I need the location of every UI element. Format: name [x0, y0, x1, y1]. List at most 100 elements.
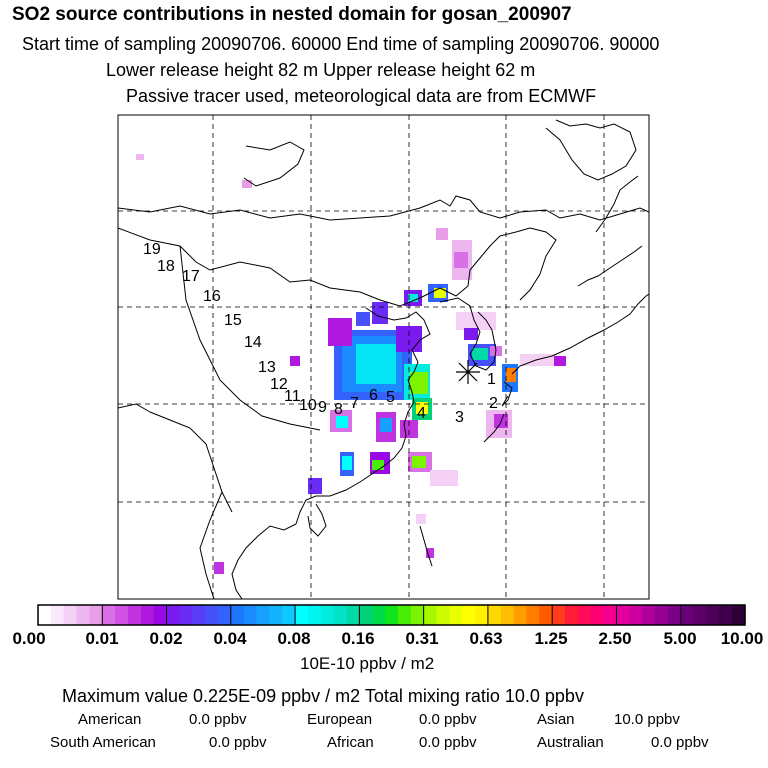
trajectory-label: 3	[455, 409, 464, 426]
colorbar-cell	[552, 605, 566, 625]
colorbar-cell	[642, 605, 656, 625]
trajectory-label: 4	[417, 405, 426, 422]
region-value: 0.0 ppbv	[189, 711, 247, 728]
colorbar-cell	[115, 605, 129, 625]
colorbar-tick: 0.08	[277, 629, 311, 648]
colorbar-cell	[333, 605, 348, 625]
colorbar-cell	[243, 605, 258, 625]
colorbar-cell	[320, 605, 335, 625]
trajectory-label: 6	[369, 387, 378, 404]
colorbar-cell	[269, 605, 283, 625]
trajectory-label: 8	[334, 401, 343, 418]
trajectory-labels: 1 2 3 4 5 6 7 8 9 10 11 12 13 14 15 16 1…	[143, 241, 498, 426]
colorbar-cell	[372, 605, 386, 625]
colorbar-cell	[410, 605, 425, 625]
trajectory-label: 16	[203, 288, 221, 305]
colorbar-cell	[667, 605, 682, 625]
trajectory-label: 9	[318, 399, 327, 416]
colorbar-cell	[423, 605, 438, 625]
colorbar-cell	[38, 605, 52, 625]
colorbar-frame	[37, 604, 746, 626]
colorbar-tick: 2.50	[598, 629, 632, 648]
trajectory-label: 17	[182, 268, 200, 285]
trajectory-label: 14	[244, 334, 262, 351]
region-name: European	[307, 711, 373, 728]
trajectory-label: 15	[224, 312, 242, 329]
colorbar-cell	[127, 605, 142, 625]
colorbar-cell	[50, 605, 65, 625]
colorbar-cell	[732, 605, 746, 625]
trajectory-label: 10	[299, 397, 317, 414]
coastlines	[118, 119, 649, 599]
region-name: African	[327, 734, 374, 751]
colorbar-tick: 0.00	[12, 629, 46, 648]
colorbar-cell	[179, 605, 193, 625]
trajectory-label: 1	[487, 371, 496, 388]
trajectory-label: 5	[386, 389, 395, 406]
colorbar-unit: 10E-10 ppbv / m2	[300, 654, 435, 673]
colorbar-cell	[192, 605, 206, 625]
asterisk-icon	[456, 360, 480, 384]
map-title: SO2 source contributions in nested domai…	[12, 4, 572, 25]
trajectory-label: 18	[157, 258, 175, 275]
colorbar-cell	[166, 605, 180, 625]
colorbar-cell	[577, 605, 592, 625]
colorbar-cell	[487, 605, 502, 625]
colorbar-tick: 0.04	[213, 629, 247, 648]
colorbar-cell	[565, 605, 579, 625]
colorbar-tick: 0.02	[149, 629, 183, 648]
map-frame	[117, 114, 650, 600]
colorbar-cell	[346, 605, 360, 625]
concentration-field	[136, 154, 566, 574]
colorbar-cell	[230, 605, 245, 625]
colorbar-cell	[603, 605, 618, 625]
colorbar-cell	[89, 605, 103, 625]
colorbar-cell	[102, 605, 116, 625]
graticule	[118, 115, 649, 599]
trajectory-label: 2	[489, 395, 498, 412]
trajectory-label: 11	[284, 388, 301, 405]
colorbar-cell	[205, 605, 219, 625]
release-heights: Lower release height 82 m Upper release …	[106, 60, 536, 80]
colorbar-cell	[526, 605, 540, 625]
colorbar-border	[37, 604, 746, 626]
colorbar-cell	[436, 605, 450, 625]
colorbar-cell	[719, 605, 733, 625]
colorbar-cell	[513, 605, 528, 625]
colorbar-cell	[680, 605, 695, 625]
trajectory-label: 7	[350, 395, 359, 412]
colorbar-tick: 1.25	[534, 629, 568, 648]
colorbar-cell	[256, 605, 270, 625]
colorbar-cell	[629, 605, 643, 625]
colorbar-cell	[307, 605, 322, 625]
region-name: South American	[50, 734, 156, 751]
colorbar-cells	[38, 605, 746, 625]
colorbar-cell	[359, 605, 373, 625]
colorbar-cell	[76, 605, 91, 625]
colorbar-cell	[385, 605, 399, 625]
region-name: Australian	[537, 734, 604, 751]
colorbar-cell	[217, 605, 232, 625]
colorbar-cell	[500, 605, 515, 625]
trajectory-label: 19	[143, 241, 161, 258]
colorbar-cell	[655, 605, 669, 625]
map-layer	[118, 115, 649, 599]
maximum-value-row: Maximum value 0.225E-09 ppbv / m2 Total …	[62, 686, 584, 706]
colorbar-cell	[140, 605, 155, 625]
region-name: Asian	[537, 711, 575, 728]
region-value: 0.0 ppbv	[419, 711, 477, 728]
colorbar-cell	[590, 605, 605, 625]
region-value: 0.0 ppbv	[209, 734, 267, 751]
colorbar-cell	[449, 605, 463, 625]
colorbar-cell	[462, 605, 476, 625]
colorbar-cell	[693, 605, 708, 625]
trajectory-label: 13	[258, 359, 276, 376]
region-value: 0.0 ppbv	[651, 734, 709, 751]
colorbar-cell	[295, 605, 309, 625]
trajectory-label: 12	[270, 376, 288, 393]
colorbar-tick: 0.01	[85, 629, 119, 648]
colorbar-cell	[706, 605, 720, 625]
colorbar-cell	[153, 605, 168, 625]
